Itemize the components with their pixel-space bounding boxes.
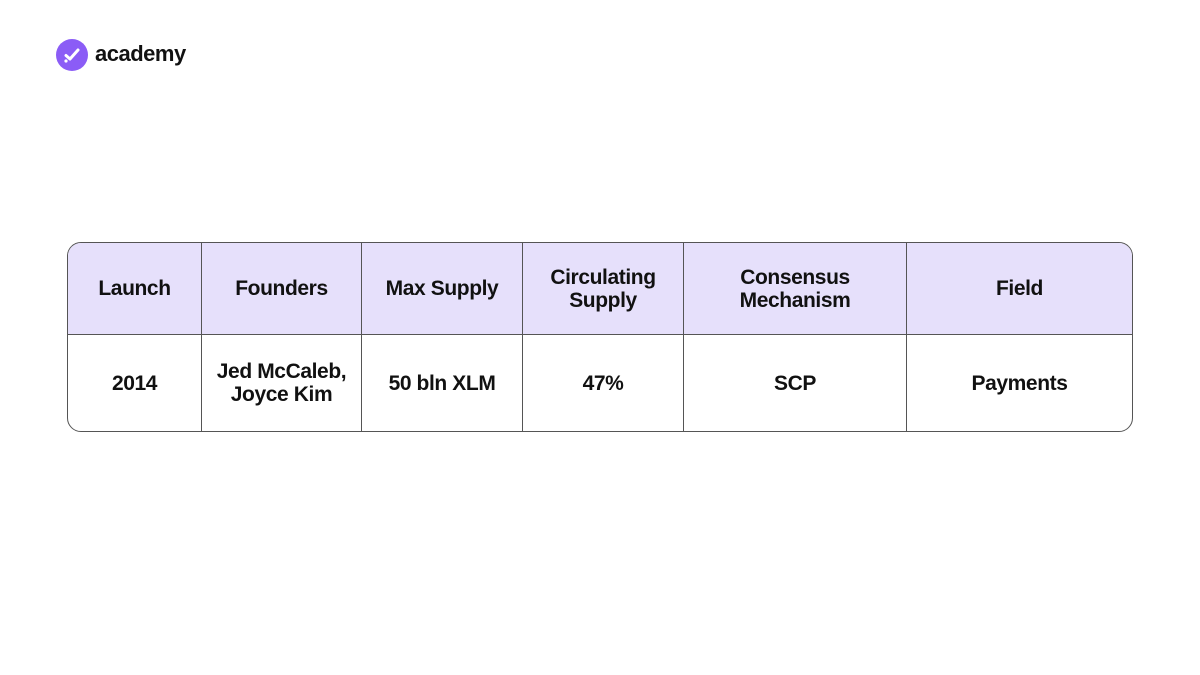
table-cell: SCP	[684, 335, 907, 431]
logo-icon	[56, 39, 88, 71]
column-header: Max Supply	[362, 243, 523, 335]
data-table: Launch Founders Max Supply Circulating Supp…	[67, 242, 1133, 432]
table-cell: Payments	[971, 371, 1068, 395]
table-cell: 2014	[68, 335, 202, 431]
column-header: Launch	[68, 243, 202, 335]
column-header: Consensus Mechanism	[684, 243, 907, 335]
table-cell: 47%	[523, 335, 684, 431]
column-header: Circulating Supply	[523, 243, 684, 335]
table-cell: 50 bln XLM	[362, 335, 523, 431]
table-cell: Jed McCaleb, Joyce Kim	[202, 335, 362, 431]
brand-name: academy	[95, 41, 186, 66]
column-header: Field	[907, 243, 1132, 335]
column-header: Founders	[202, 243, 362, 335]
